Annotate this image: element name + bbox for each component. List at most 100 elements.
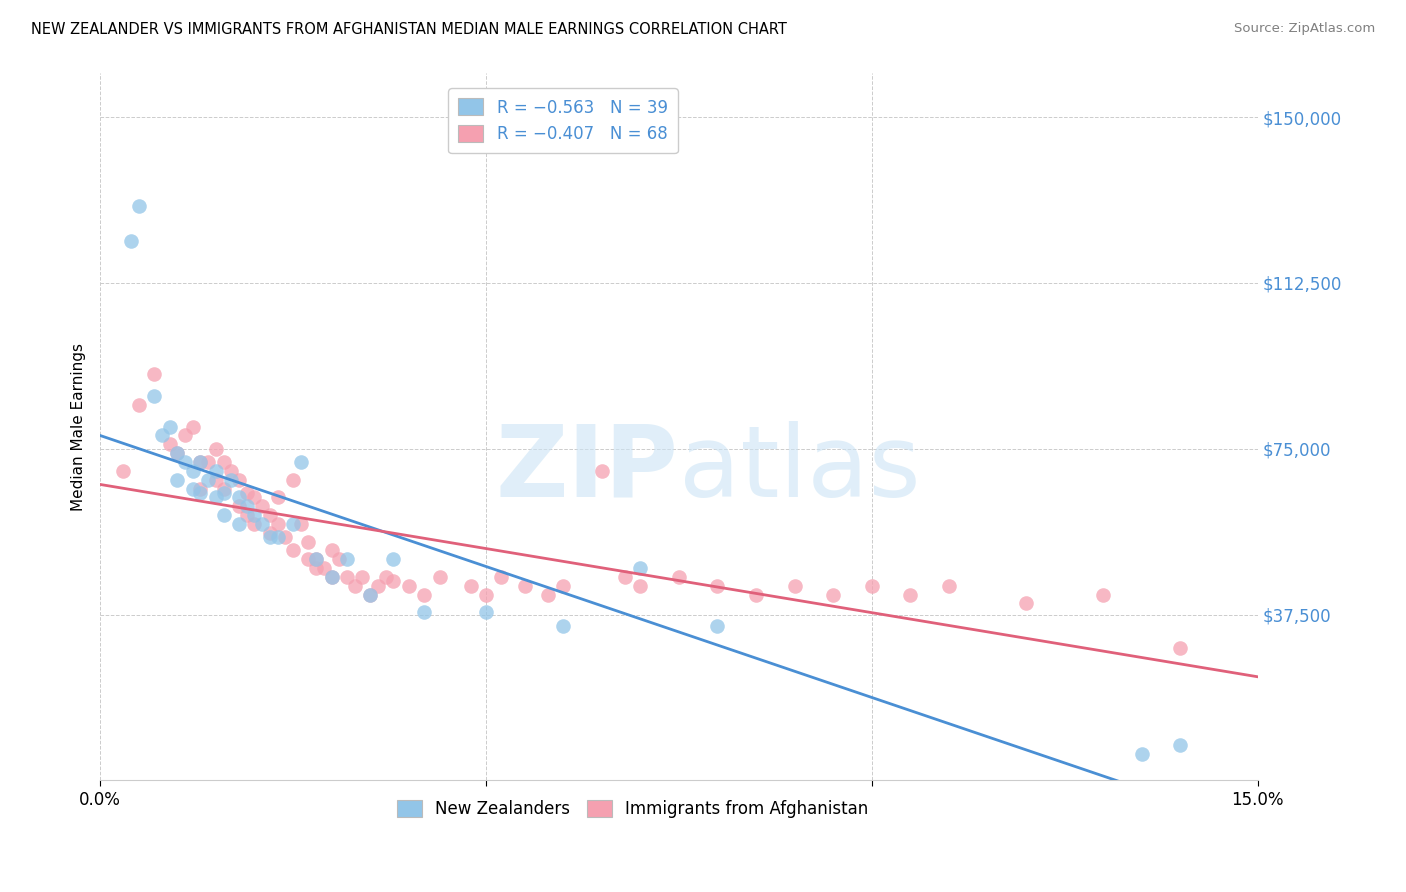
Point xyxy=(228,500,250,514)
Point xyxy=(228,473,250,487)
Point xyxy=(274,530,297,544)
Y-axis label: Median Male Earnings: Median Male Earnings xyxy=(72,343,86,510)
Point xyxy=(290,516,312,531)
Point xyxy=(228,516,250,531)
Point xyxy=(250,500,273,514)
Point xyxy=(352,570,374,584)
Point xyxy=(374,570,396,584)
Point xyxy=(491,570,513,584)
Point xyxy=(235,500,257,514)
Point xyxy=(243,491,266,505)
Point xyxy=(166,473,188,487)
Point xyxy=(212,455,235,469)
Point xyxy=(321,570,343,584)
Point xyxy=(745,588,768,602)
Point xyxy=(205,473,228,487)
Point xyxy=(460,579,482,593)
Point xyxy=(537,588,560,602)
Point xyxy=(128,398,150,412)
Point xyxy=(281,543,304,558)
Point xyxy=(898,588,921,602)
Point xyxy=(551,579,574,593)
Text: atlas: atlas xyxy=(679,421,921,517)
Point xyxy=(174,455,197,469)
Point xyxy=(190,455,212,469)
Point xyxy=(250,516,273,531)
Text: NEW ZEALANDER VS IMMIGRANTS FROM AFGHANISTAN MEDIAN MALE EARNINGS CORRELATION CH: NEW ZEALANDER VS IMMIGRANTS FROM AFGHANI… xyxy=(31,22,787,37)
Point xyxy=(413,588,436,602)
Text: ZIP: ZIP xyxy=(496,421,679,517)
Point xyxy=(266,516,288,531)
Point xyxy=(150,428,173,442)
Point xyxy=(205,491,228,505)
Point xyxy=(297,534,319,549)
Point xyxy=(823,588,845,602)
Point xyxy=(668,570,690,584)
Point xyxy=(120,234,142,248)
Point xyxy=(181,419,204,434)
Point xyxy=(1170,738,1192,752)
Point xyxy=(197,455,219,469)
Point xyxy=(305,552,328,566)
Point xyxy=(359,588,381,602)
Point xyxy=(1130,747,1153,761)
Point xyxy=(628,561,651,575)
Point xyxy=(190,482,212,496)
Point xyxy=(413,605,436,619)
Point xyxy=(221,473,243,487)
Point xyxy=(181,464,204,478)
Point xyxy=(475,605,498,619)
Point xyxy=(591,464,613,478)
Point xyxy=(628,579,651,593)
Point xyxy=(205,442,228,456)
Point xyxy=(783,579,806,593)
Point xyxy=(212,482,235,496)
Point xyxy=(706,618,728,632)
Point xyxy=(259,525,281,540)
Point xyxy=(1015,597,1038,611)
Point xyxy=(128,198,150,212)
Point xyxy=(551,618,574,632)
Point xyxy=(938,579,960,593)
Point xyxy=(1092,588,1115,602)
Point xyxy=(281,473,304,487)
Point xyxy=(336,570,359,584)
Point xyxy=(513,579,536,593)
Point xyxy=(228,491,250,505)
Point xyxy=(181,482,204,496)
Point xyxy=(197,473,219,487)
Point xyxy=(336,552,359,566)
Point xyxy=(1170,640,1192,655)
Point xyxy=(235,486,257,500)
Point xyxy=(312,561,335,575)
Point xyxy=(359,588,381,602)
Point xyxy=(205,464,228,478)
Point xyxy=(266,491,288,505)
Point xyxy=(212,486,235,500)
Point xyxy=(235,508,257,522)
Point xyxy=(281,516,304,531)
Point xyxy=(475,588,498,602)
Point xyxy=(259,530,281,544)
Point xyxy=(259,508,281,522)
Point xyxy=(290,455,312,469)
Point xyxy=(166,446,188,460)
Point xyxy=(321,570,343,584)
Point xyxy=(266,530,288,544)
Point xyxy=(221,464,243,478)
Legend: New Zealanders, Immigrants from Afghanistan: New Zealanders, Immigrants from Afghanis… xyxy=(389,794,875,825)
Point xyxy=(343,579,366,593)
Point xyxy=(190,486,212,500)
Point xyxy=(190,455,212,469)
Point xyxy=(321,543,343,558)
Point xyxy=(159,419,181,434)
Point xyxy=(243,508,266,522)
Point xyxy=(382,552,405,566)
Point xyxy=(367,579,389,593)
Point xyxy=(613,570,636,584)
Point xyxy=(398,579,420,593)
Point xyxy=(328,552,350,566)
Point xyxy=(305,561,328,575)
Point xyxy=(429,570,451,584)
Text: Source: ZipAtlas.com: Source: ZipAtlas.com xyxy=(1234,22,1375,36)
